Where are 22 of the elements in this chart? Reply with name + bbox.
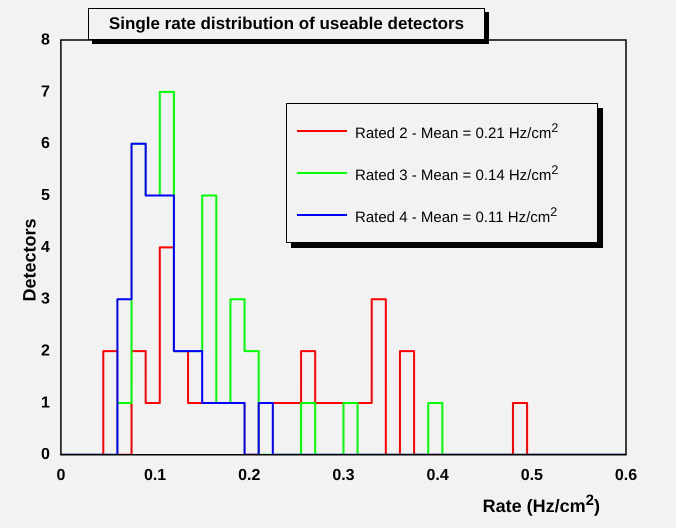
y-axis-title: Detectors [20, 218, 40, 302]
x-tick-label: 0.6 [614, 466, 638, 484]
x-tick-label: 0 [56, 466, 66, 484]
y-tick-label: 6 [40, 135, 50, 152]
y-tick-label: 8 [40, 31, 50, 48]
x-tick-label: 0.1 [144, 466, 166, 484]
y-tick-label: 4 [40, 238, 50, 256]
chart-title: Single rate distribution of useable detectors [88, 8, 485, 40]
x-axis-title: Rate (Hz/cm$^{2}$) [482, 492, 601, 517]
legend-label: Rated 4 - Mean = 0.11 Hz/cm$^{2}$ [355, 204, 558, 226]
y-tick-label: 3 [40, 290, 50, 308]
y-tick-label: 7 [40, 83, 50, 100]
x-tick-label: 0.5 [520, 466, 544, 484]
y-tick-label: 1 [40, 394, 50, 412]
x-tick-label: 0.3 [332, 466, 355, 484]
legend-label: Rated 3 - Mean = 0.14 Hz/cm$^{2}$ [355, 162, 558, 184]
y-tick-label: 2 [40, 342, 50, 360]
x-tick-label: 0.4 [426, 466, 449, 484]
y-tick-label: 0 [40, 446, 50, 464]
y-tick-label: 5 [40, 186, 50, 204]
x-tick-label: 0.2 [238, 466, 260, 484]
legend-label: Rated 2 - Mean = 0.21 Hz/cm$^{2}$ [355, 120, 558, 142]
